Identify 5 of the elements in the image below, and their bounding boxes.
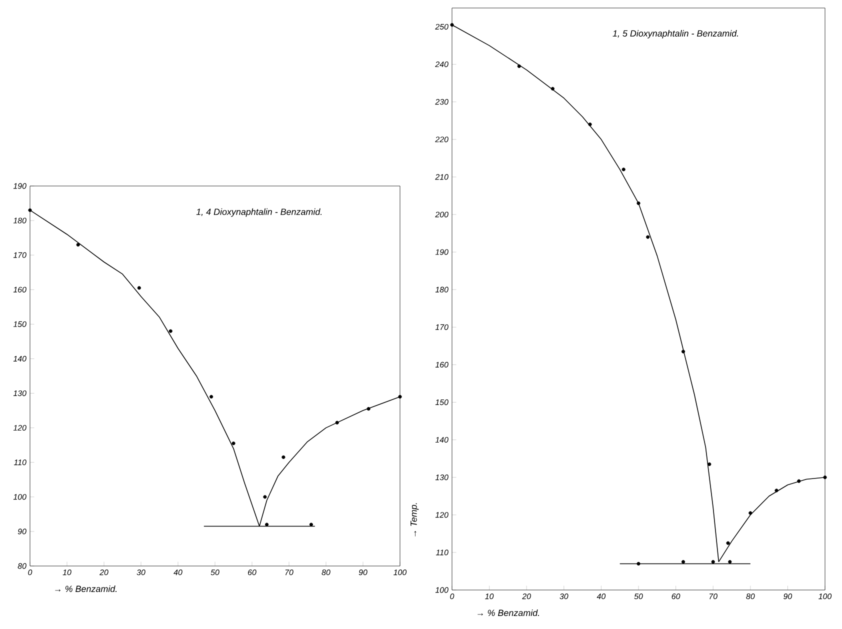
- x-axis-title: → % Benzamid.: [55, 585, 117, 592]
- text: 1, 4 Dioxynaphtalin - Benzamid.: [196, 208, 322, 217]
- text: 1, 5 Dioxynaphtalin - Benzamid.: [612, 30, 738, 38]
- y-axis-title: → Temp.: [410, 503, 419, 536]
- x-axis-title: → % Benzamid.: [478, 609, 539, 616]
